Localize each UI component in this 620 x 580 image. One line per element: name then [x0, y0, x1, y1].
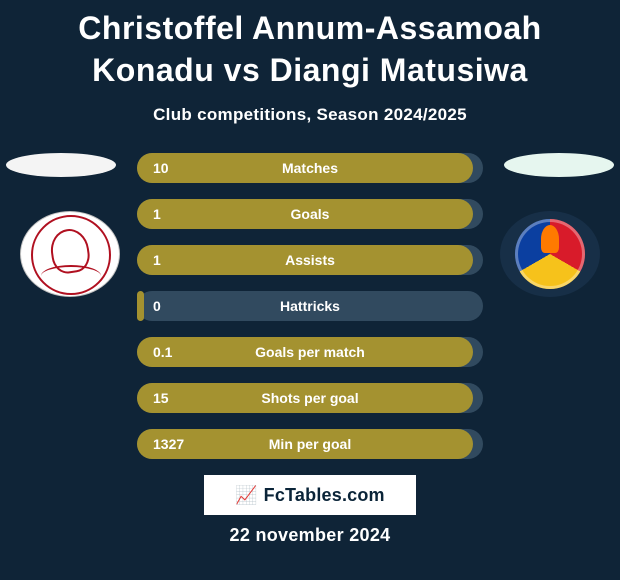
stat-left-value: 1327	[153, 429, 184, 459]
stat-row: 0Hattricks	[137, 291, 483, 321]
stat-row: 1Goals	[137, 199, 483, 229]
bar-fill	[137, 153, 473, 183]
chart-icon: 📈	[235, 485, 257, 506]
bar-fill	[137, 291, 144, 321]
stat-left-value: 15	[153, 383, 169, 413]
brand-badge: 📈 FcTables.com	[204, 475, 416, 515]
bar-track	[137, 291, 483, 321]
bar-fill	[137, 383, 473, 413]
stat-left-value: 0	[153, 291, 161, 321]
player-left-oval	[6, 153, 116, 177]
brand-text: FcTables.com	[264, 485, 385, 506]
bar-fill	[137, 245, 473, 275]
bar-fill	[137, 429, 473, 459]
ajax-icon	[31, 215, 111, 295]
player-right-oval	[504, 153, 614, 177]
stat-row: 1327Min per goal	[137, 429, 483, 459]
snapshot-date: 22 november 2024	[0, 525, 620, 546]
bar-fill	[137, 337, 473, 367]
stats-bars: 10Matches 1Goals 1Assists 0Hattricks 0.1Goal…	[137, 153, 483, 459]
page-title: Christoffel Annum-Assamoah Konadu vs Dia…	[0, 0, 620, 91]
page-subtitle: Club competitions, Season 2024/2025	[0, 105, 620, 125]
telstar-icon	[515, 219, 585, 289]
stat-row: 15Shots per goal	[137, 383, 483, 413]
stat-row: 0.1Goals per match	[137, 337, 483, 367]
stat-left-value: 1	[153, 199, 161, 229]
comparison-stage: 10Matches 1Goals 1Assists 0Hattricks 0.1Goal…	[0, 153, 620, 459]
club-badge-left	[20, 211, 120, 297]
stat-left-value: 10	[153, 153, 169, 183]
stat-left-value: 0.1	[153, 337, 172, 367]
club-badge-right	[500, 211, 600, 297]
bar-fill	[137, 199, 473, 229]
stat-row: 1Assists	[137, 245, 483, 275]
stat-row: 10Matches	[137, 153, 483, 183]
stat-left-value: 1	[153, 245, 161, 275]
